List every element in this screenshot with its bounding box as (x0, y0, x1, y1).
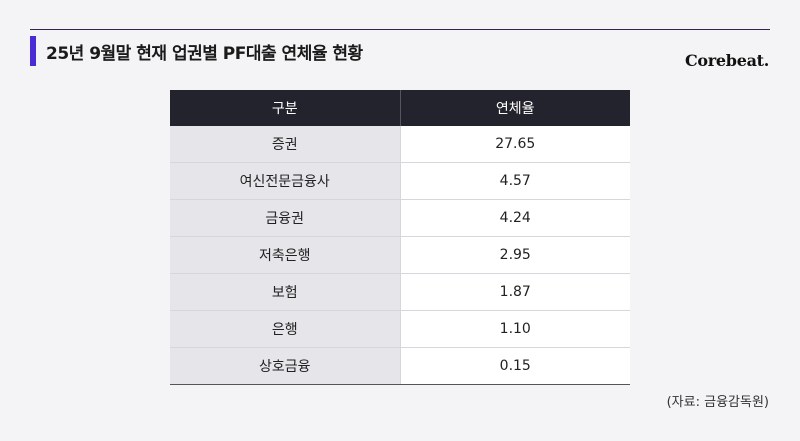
page-title: 25년 9월말 현재 업권별 PF대출 연체율 현황 (46, 43, 363, 64)
row-label: 은행 (170, 310, 401, 348)
row-value: 0.15 (400, 347, 630, 385)
row-label: 금융권 (170, 199, 401, 237)
source-note: (자료: 금융감독원) (666, 395, 769, 410)
table-row: 증권 27.65 (170, 126, 630, 163)
column-header-rate: 연체율 (400, 90, 630, 126)
row-label: 여신전문금융사 (170, 162, 401, 200)
column-header-category: 구분 (170, 90, 401, 126)
row-value: 27.65 (400, 126, 630, 163)
brand-logo: Corebeat. (684, 51, 769, 70)
title-block: 25년 9월말 현재 업권별 PF대출 연체율 현황 (30, 36, 363, 66)
row-value: 4.24 (400, 199, 630, 237)
row-label: 증권 (170, 126, 401, 163)
title-accent-bar (30, 36, 36, 66)
row-label: 상호금융 (170, 347, 401, 385)
table-row: 은행 1.10 (170, 310, 630, 348)
row-value: 1.87 (400, 273, 630, 311)
table-header-row: 구분 연체율 (170, 90, 630, 126)
row-value: 4.57 (400, 162, 630, 200)
table-row: 여신전문금융사 4.57 (170, 162, 630, 200)
row-label: 보험 (170, 273, 401, 311)
top-divider (30, 29, 770, 30)
row-label: 저축은행 (170, 236, 401, 274)
row-value: 2.95 (400, 236, 630, 274)
table-row: 금융권 4.24 (170, 199, 630, 237)
table-row: 보험 1.87 (170, 273, 630, 311)
row-value: 1.10 (400, 310, 630, 348)
table-row: 저축은행 2.95 (170, 236, 630, 274)
table-row: 상호금융 0.15 (170, 347, 630, 385)
delinquency-table: 구분 연체율 증권 27.65 여신전문금융사 4.57 금융권 4.24 저축… (170, 90, 630, 385)
